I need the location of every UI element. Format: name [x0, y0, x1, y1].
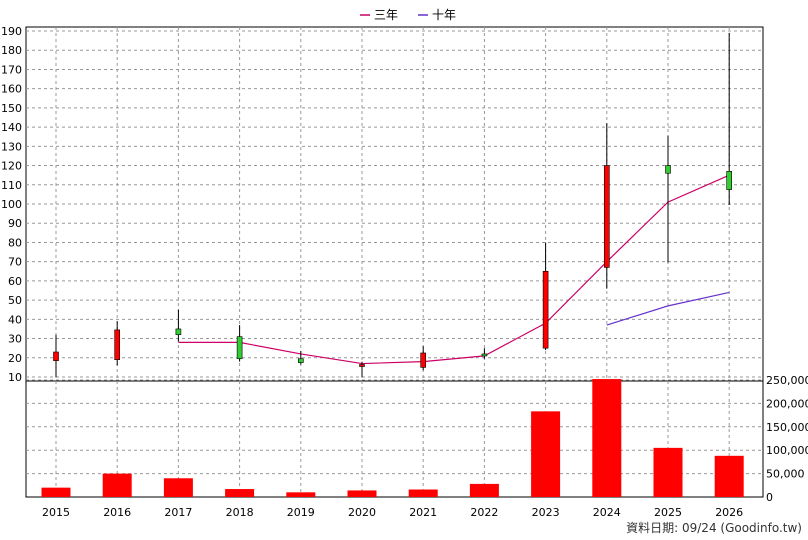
- candlesticks: [53, 32, 733, 377]
- candle-body: [481, 353, 488, 357]
- price-tick-label: 170: [1, 63, 22, 76]
- x-tick-label: 2023: [532, 506, 560, 519]
- candle-body: [297, 358, 304, 363]
- x-tick-label: 2016: [103, 506, 131, 519]
- legend-label: 三年: [374, 8, 398, 22]
- x-tick-label: 2025: [654, 506, 682, 519]
- price-tick-label: 150: [1, 102, 22, 115]
- volume-panel-frame: [25, 380, 764, 498]
- candle-body: [420, 352, 427, 368]
- volume-bar: [286, 492, 316, 497]
- volume-tick-label: 50,000: [766, 468, 805, 481]
- x-tick-label: 2024: [593, 506, 621, 519]
- price-tick-label: 120: [1, 160, 22, 173]
- price-panel: 10 20 30 40 50 60 70 80 90 100 110 120 130 140 150 160 1…: [1, 25, 764, 384]
- volume-tick-label: 100,000: [766, 444, 808, 457]
- candle-body: [114, 329, 120, 360]
- volume-bars: [41, 379, 744, 497]
- price-tick-label: 70: [8, 256, 22, 269]
- volume-tick-label: 250,000: [766, 374, 808, 387]
- x-tick-label: 2017: [164, 506, 192, 519]
- price-tick-label: 110: [1, 179, 22, 192]
- price-tick-label: 100: [1, 198, 22, 211]
- volume-bar: [163, 478, 193, 497]
- candle-body: [359, 364, 365, 367]
- volume-bar: [714, 455, 744, 497]
- volume-panel: 0 50,000 100,000 150,000 200,000 250,000: [25, 374, 808, 504]
- x-tick-label: 2026: [715, 506, 743, 519]
- volume-bar: [225, 489, 255, 497]
- volume-bar: [531, 411, 561, 497]
- volume-bar: [469, 483, 499, 497]
- series-line: [606, 291, 730, 326]
- price-tick-label: 90: [8, 217, 22, 230]
- x-tick-label: 2019: [287, 506, 315, 519]
- data-date-footer: 資料日期: 09/24 (Goodinfo.tw): [626, 521, 802, 535]
- candle-body: [665, 165, 671, 174]
- price-tick-label: 140: [1, 121, 22, 134]
- candle-body: [236, 336, 243, 360]
- x-axis-ticks: 2015 2016 2017 2018 2019 2020 2021 2022 2023 2024…: [42, 506, 743, 519]
- candle-body: [53, 351, 59, 361]
- price-tick-label: 130: [1, 140, 22, 153]
- price-axis-ticks: 10 20 30 40 50 60 70 80 90 100 110 120 130 140 150 160 1…: [1, 25, 22, 384]
- volume-tick-label: 150,000: [766, 421, 808, 434]
- price-tick-label: 20: [8, 352, 22, 365]
- volume-tick-label: 0: [766, 491, 773, 504]
- candle-body: [726, 171, 733, 190]
- moving-average-lines: [178, 174, 730, 365]
- price-tick-label: 60: [8, 275, 22, 288]
- volume-bar: [102, 473, 132, 497]
- series-line: [178, 174, 730, 365]
- price-tick-label: 10: [8, 371, 22, 384]
- candle-body: [603, 165, 610, 268]
- price-tick-label: 190: [1, 25, 22, 38]
- volume-bar: [592, 379, 622, 497]
- volume-axis-ticks: 0 50,000 100,000 150,000 200,000 250,000: [766, 374, 808, 504]
- legend: 三年 十年: [360, 8, 456, 22]
- candle-body: [542, 270, 549, 349]
- legend-label: 十年: [432, 8, 456, 22]
- price-grid: [26, 27, 763, 381]
- volume-bar: [347, 490, 377, 497]
- volume-bar: [41, 487, 71, 497]
- price-tick-label: 30: [8, 333, 22, 346]
- price-tick-label: 40: [8, 313, 22, 326]
- volume-tick-label: 200,000: [766, 397, 808, 410]
- x-tick-label: 2018: [226, 506, 254, 519]
- x-tick-label: 2020: [348, 506, 376, 519]
- x-tick-label: 2015: [42, 506, 70, 519]
- volume-bar: [653, 447, 683, 497]
- price-tick-label: 80: [8, 236, 22, 249]
- volume-grid: [26, 379, 763, 497]
- price-tick-label: 50: [8, 294, 22, 307]
- volume-bar: [408, 489, 438, 497]
- x-tick-label: 2021: [409, 506, 437, 519]
- price-tick-label: 180: [1, 44, 22, 57]
- price-tick-label: 160: [1, 83, 22, 96]
- x-tick-label: 2022: [470, 506, 498, 519]
- candle-body: [175, 328, 182, 336]
